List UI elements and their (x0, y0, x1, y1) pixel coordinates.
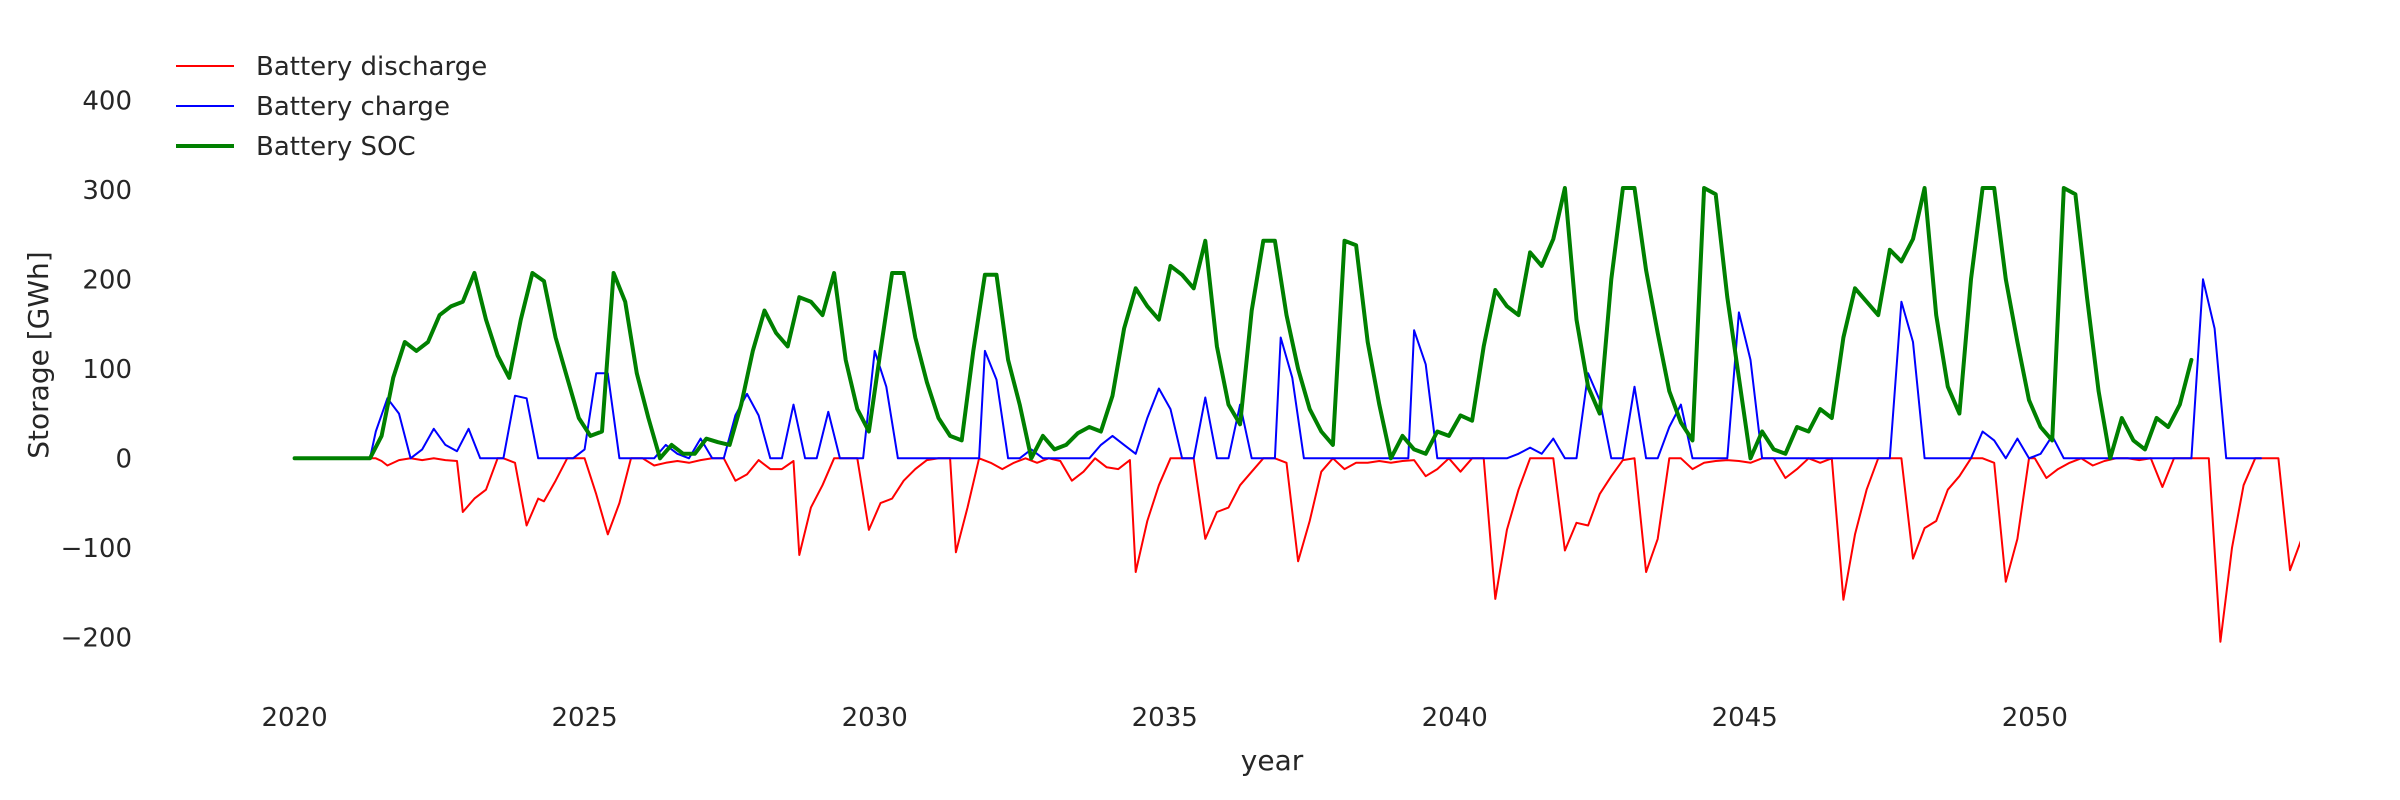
legend-label: Battery discharge (256, 52, 487, 82)
legend-item-battery-charge: Battery charge (176, 92, 450, 122)
x-axis-label: year (1241, 744, 1304, 777)
x-tick-label: 2025 (552, 703, 618, 733)
series-line-battery-discharge (293, 457, 2300, 643)
plot-lines (292, 186, 2300, 643)
series-line-battery-soc (292, 186, 2194, 461)
series-line-battery-charge (293, 278, 2262, 460)
y-tick-label: −200 (61, 623, 132, 653)
x-tick-label: 2020 (262, 703, 328, 733)
y-tick-label: −100 (61, 534, 132, 564)
legend: Battery discharge Battery charge Battery S… (176, 52, 487, 162)
x-tick-label: 2035 (1132, 703, 1198, 733)
x-tick-label: 2050 (2002, 703, 2068, 733)
legend-label: Battery charge (256, 92, 450, 122)
y-axis-label: Storage [GWh] (22, 251, 55, 458)
legend-item-battery-soc: Battery SOC (176, 132, 416, 162)
y-tick-label: 400 (82, 86, 132, 116)
y-tick-label: 0 (115, 444, 132, 474)
legend-item-battery-discharge: Battery discharge (176, 52, 487, 82)
legend-label: Battery SOC (256, 132, 416, 162)
y-tick-label: 300 (82, 176, 132, 206)
x-tick-label: 2030 (842, 703, 908, 733)
y-tick-labels: −200 −100 0 100 200 300 400 (61, 86, 132, 653)
x-tick-label: 2040 (1422, 703, 1488, 733)
x-tick-label: 2045 (1712, 703, 1778, 733)
y-tick-label: 100 (82, 355, 132, 385)
y-tick-label: 200 (82, 265, 132, 295)
x-tick-labels: 2020 2025 2030 2035 2040 2045 2050 (262, 703, 2068, 733)
